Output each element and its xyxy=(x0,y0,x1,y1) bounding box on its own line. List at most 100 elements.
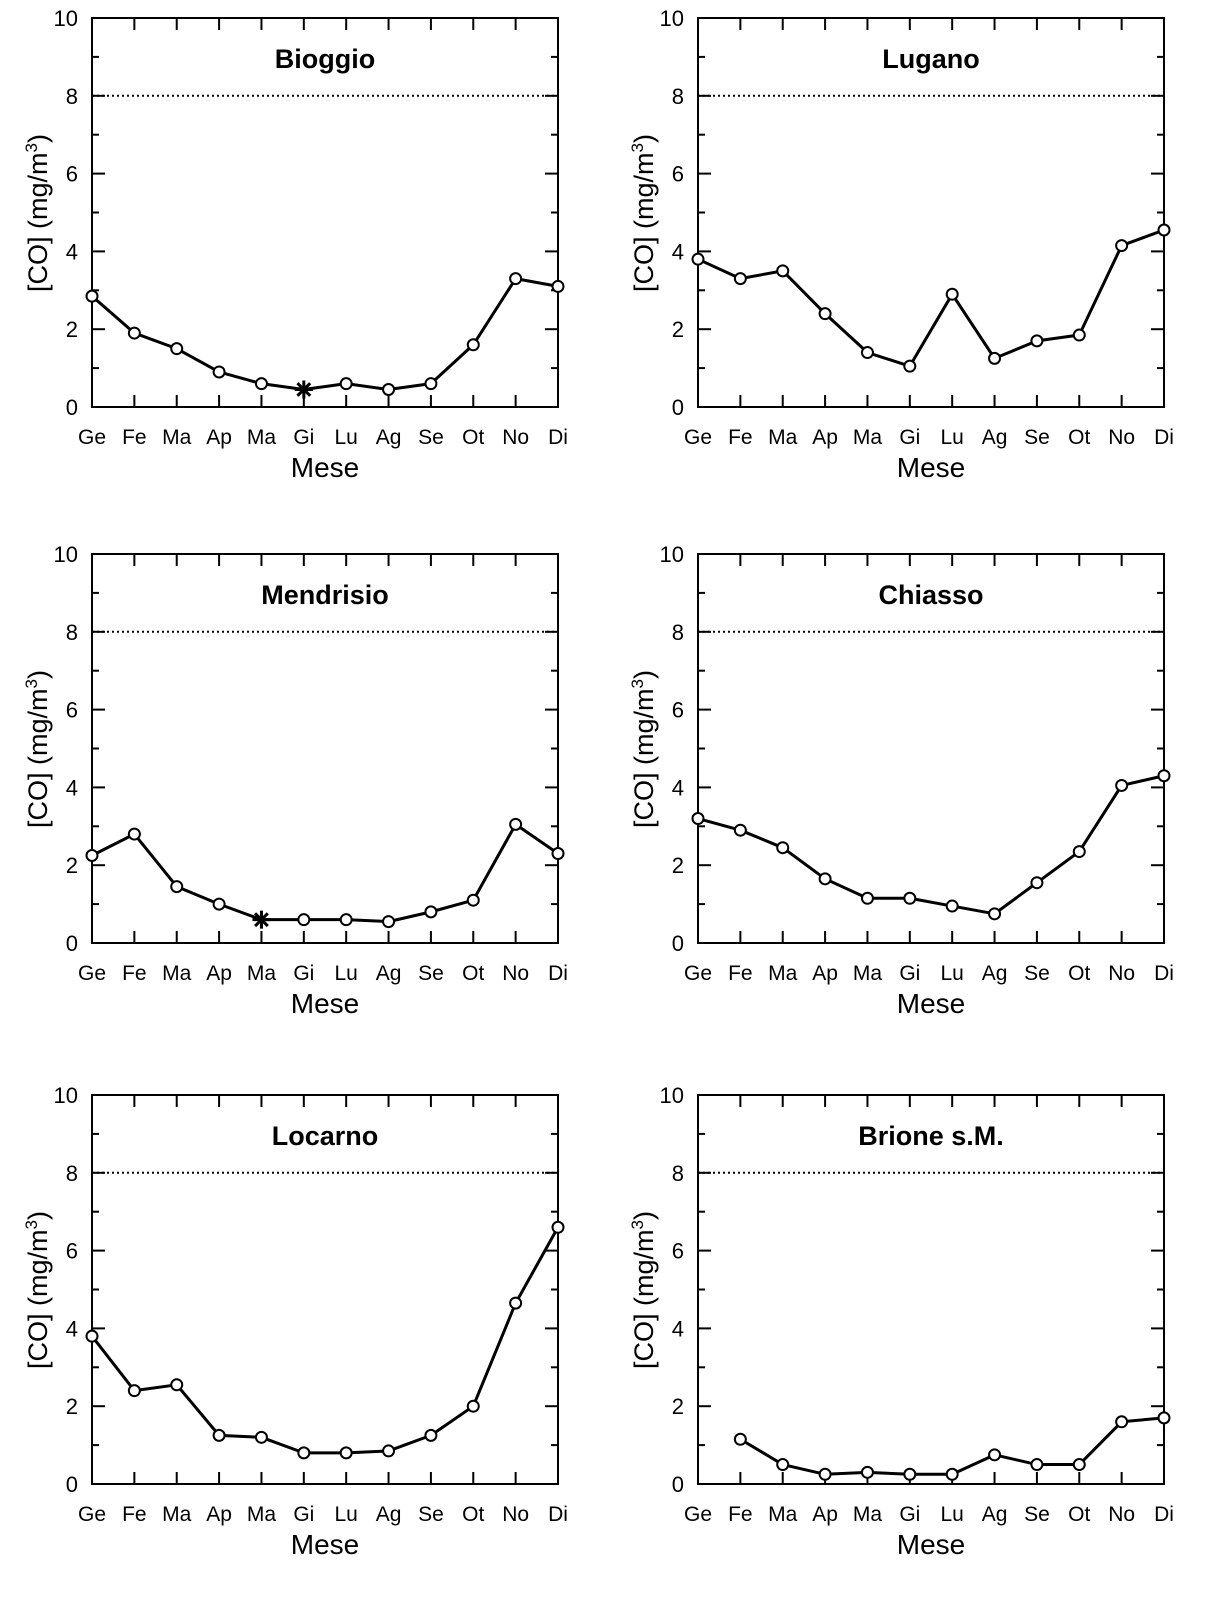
data-point xyxy=(254,377,268,391)
x-tick-label: Se xyxy=(1024,426,1050,449)
data-point xyxy=(691,812,705,826)
x-tick-label: Lu xyxy=(941,1503,964,1526)
data-point xyxy=(1030,1458,1044,1472)
series-line xyxy=(91,277,559,391)
x-axis-title: Mese xyxy=(897,452,965,483)
data-point xyxy=(424,1428,438,1442)
y-axis-title: [CO] (mg/m3) xyxy=(628,1211,660,1369)
data-point xyxy=(551,1220,565,1234)
y-tick-label: 2 xyxy=(66,1394,78,1419)
y-tick-label: 10 xyxy=(660,542,684,567)
chart-panel: 0 2 4 6 8 10 Ge Fe Ma Ap Ma Gi Lu Ag Se Ot No Di Mese Biogg… xyxy=(0,0,606,537)
x-tick-label: Di xyxy=(1154,1503,1174,1526)
data-point xyxy=(85,289,99,303)
chart-panel: 0 2 4 6 8 10 Ge Fe Ma Ap Ma Gi Lu Ag Se Ot No Di Mese Chias… xyxy=(606,536,1212,1073)
chart-title: Mendrisio xyxy=(261,580,389,610)
x-tick-label: No xyxy=(502,962,529,985)
x-axis-title: Mese xyxy=(897,1529,965,1560)
data-point xyxy=(903,891,917,905)
data-point xyxy=(1030,876,1044,890)
x-tick-label: Lu xyxy=(941,962,964,985)
y-tick-label: 6 xyxy=(672,1239,684,1264)
y-tick-label: 2 xyxy=(672,1394,684,1419)
data-point xyxy=(382,1444,396,1458)
x-tick-label: Ag xyxy=(982,1503,1008,1526)
y-tick-label: 10 xyxy=(54,6,78,31)
plot-frame xyxy=(91,17,559,408)
y-axis-title: [CO] (mg/m3) xyxy=(22,134,54,292)
x-axis-title: Mese xyxy=(897,988,965,1019)
x-tick-label: No xyxy=(1108,426,1135,449)
y-tick-label: 2 xyxy=(672,317,684,342)
data-point xyxy=(127,326,141,340)
x-axis-title: Mese xyxy=(291,1529,359,1560)
y-tick-label: 6 xyxy=(672,698,684,723)
y-axis-title-tail: ) xyxy=(22,133,53,143)
y-tick-label: 8 xyxy=(66,84,78,109)
chart-panel: 0 2 4 6 8 10 Ge Fe Ma Ap Ma Gi Lu Ag Se Ot No Di Mese Mendr… xyxy=(0,536,606,1073)
data-point xyxy=(818,307,832,321)
x-tick-label: Gi xyxy=(899,426,920,449)
series-line xyxy=(90,1226,560,1455)
data-point xyxy=(1157,769,1171,783)
data-point xyxy=(860,1465,874,1479)
y-tick-label: 6 xyxy=(66,698,78,723)
y-axis-title-sup: 3 xyxy=(21,142,41,152)
x-tick-label: Ap xyxy=(812,1503,838,1526)
chart-title: Bioggio xyxy=(275,44,375,74)
data-point xyxy=(1157,1411,1171,1425)
x-tick-label: Ot xyxy=(462,1503,484,1526)
x-tick-label: Ot xyxy=(1068,1503,1090,1526)
x-tick-label: Fe xyxy=(728,962,753,985)
y-axis-title: [CO] (mg/m3) xyxy=(22,670,54,828)
data-point xyxy=(1072,328,1086,342)
x-tick-label: Fe xyxy=(728,1503,753,1526)
x-tick-label: Ma xyxy=(247,962,276,985)
x-tick-label: Ge xyxy=(78,426,106,449)
y-tick-label: 10 xyxy=(54,542,78,567)
y-axis-title-text: [CO] (mg/m xyxy=(22,1228,53,1369)
x-tick-label: Fe xyxy=(122,962,147,985)
x-tick-label: Ag xyxy=(376,1503,402,1526)
data-point xyxy=(776,1458,790,1472)
data-point xyxy=(339,377,353,391)
x-tick-label: Di xyxy=(548,426,568,449)
y-axis-title-tail: ) xyxy=(628,1210,659,1220)
data-point xyxy=(424,377,438,391)
x-tick-label: Se xyxy=(1024,962,1050,985)
x-tick-label: Ma xyxy=(853,962,882,985)
y-axis-title: [CO] (mg/m3) xyxy=(628,134,660,292)
data-point xyxy=(1030,334,1044,348)
plot-frame xyxy=(697,1094,1165,1485)
y-axis-title-sup: 3 xyxy=(21,1219,41,1229)
x-tick-label: Gi xyxy=(899,1503,920,1526)
x-tick-label: Se xyxy=(418,962,444,985)
y-tick-label: 0 xyxy=(66,395,78,420)
x-tick-label: Ge xyxy=(684,426,712,449)
data-point xyxy=(691,252,705,266)
asterisk-marker xyxy=(294,380,313,399)
y-axis-title-wrap: [CO] (mg/m3) xyxy=(606,536,666,956)
x-tick-label: Ma xyxy=(853,1503,882,1526)
data-point xyxy=(1115,239,1129,253)
y-axis-title-tail: ) xyxy=(628,669,659,679)
plot-frame xyxy=(697,553,1165,944)
y-tick-label: 0 xyxy=(66,1472,78,1497)
x-tick-label: Ma xyxy=(162,426,191,449)
y-tick-label: 10 xyxy=(660,1083,684,1108)
data-point xyxy=(297,913,311,927)
data-point xyxy=(170,342,184,356)
y-tick-label: 10 xyxy=(660,6,684,31)
x-tick-label: Ot xyxy=(1068,426,1090,449)
y-axis-title: [CO] (mg/m3) xyxy=(22,1211,54,1369)
data-point xyxy=(551,847,565,861)
chart-svg: 0 2 4 6 8 10 Ge Fe Ma Ap Ma Gi Lu Ag Se Ot No Di Mese Biogg… xyxy=(54,6,568,483)
y-tick-label: 8 xyxy=(672,1161,684,1186)
x-tick-label: Ag xyxy=(376,426,402,449)
y-tick-label: 0 xyxy=(672,1472,684,1497)
plot-frame xyxy=(697,17,1165,408)
chart-svg: 0 2 4 6 8 10 Ge Fe Ma Ap Ma Gi Lu Ag Se Ot No Di Mese Locar… xyxy=(54,1083,568,1560)
y-axis-title-sup: 3 xyxy=(627,678,647,688)
data-point xyxy=(776,841,790,855)
y-tick-label: 4 xyxy=(66,775,78,800)
